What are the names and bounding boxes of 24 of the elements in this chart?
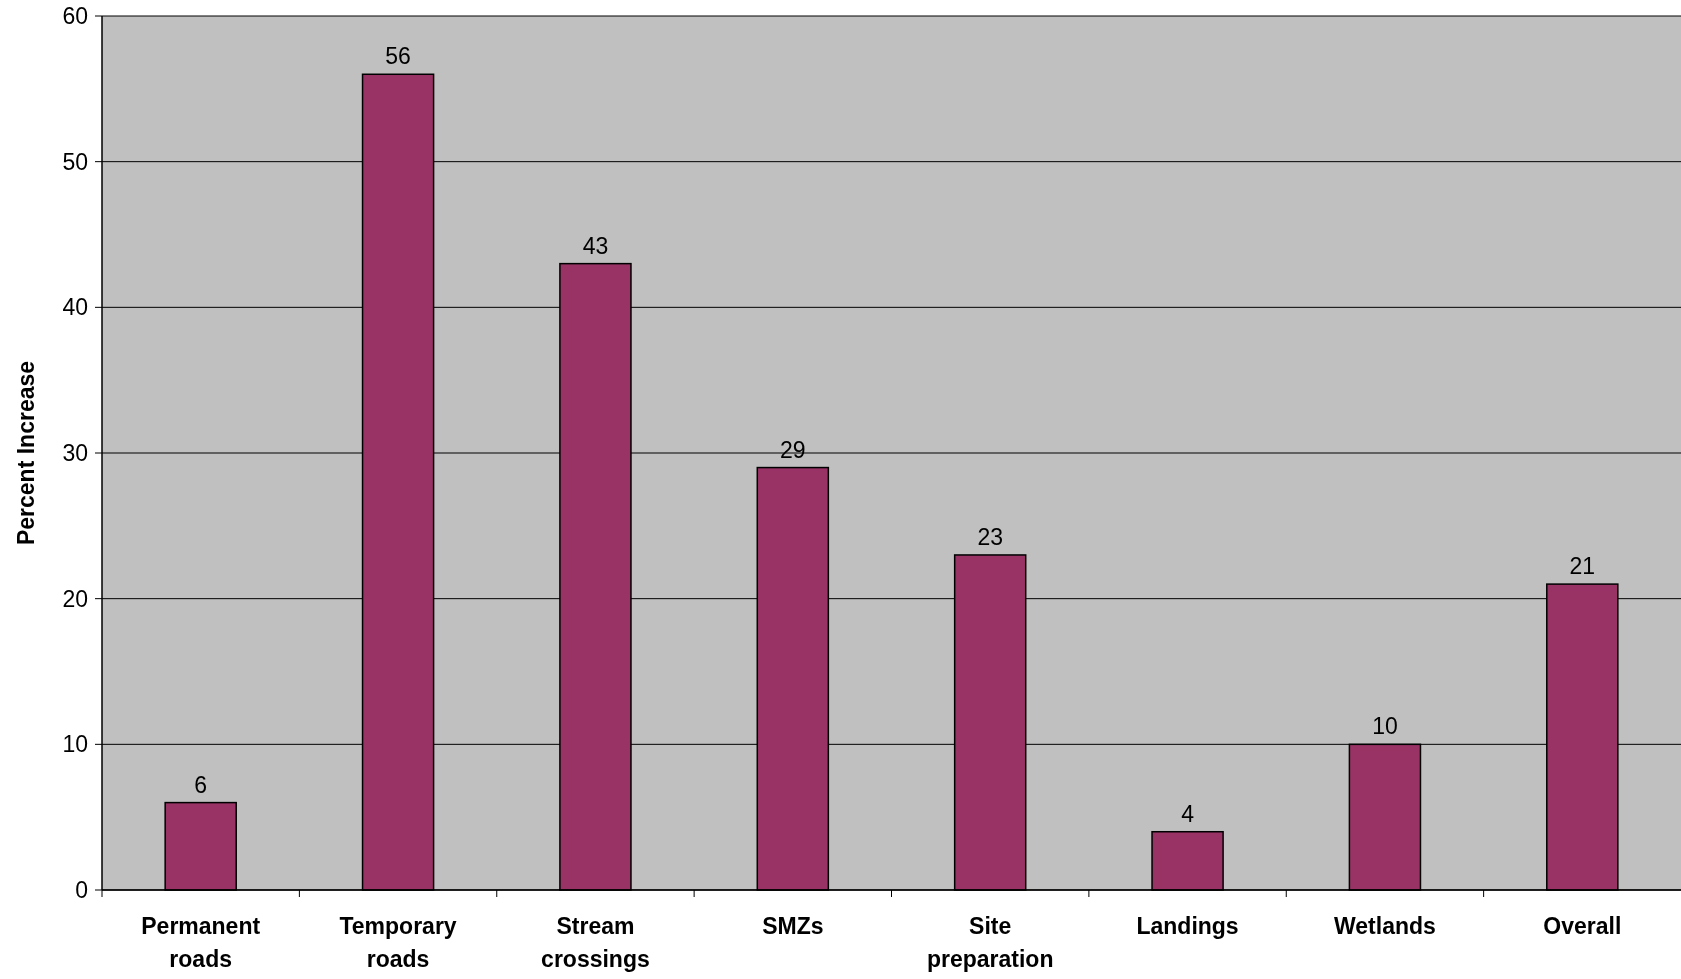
x-tick-label: Temporary roads <box>339 913 457 972</box>
y-tick-label: 30 <box>62 440 88 467</box>
x-tick-label: Wetlands <box>1334 913 1436 939</box>
data-label: 23 <box>977 523 1003 550</box>
y-axis-title: Percent Increase <box>13 360 39 546</box>
data-label: 29 <box>780 436 806 463</box>
x-tick-label: Permanent roads <box>141 913 261 972</box>
data-label: 10 <box>1372 713 1398 740</box>
y-tick-label: 40 <box>62 294 88 321</box>
y-tick-label: 50 <box>62 148 88 175</box>
data-label: 6 <box>194 771 208 798</box>
data-label: 21 <box>1569 553 1596 580</box>
x-tick-label: Stream crossings <box>541 913 650 972</box>
data-label: 43 <box>582 232 609 259</box>
x-tick-label: SMZs <box>762 913 824 939</box>
x-tick-label: Landings <box>1136 913 1239 939</box>
x-tick-label: Site preparation <box>926 913 1054 972</box>
x-tick-label: Overall <box>1543 913 1622 939</box>
y-tick-label: 20 <box>62 585 88 612</box>
y-tick-label: 0 <box>75 877 88 904</box>
data-label: 56 <box>385 43 411 70</box>
y-tick-label: 10 <box>62 731 88 758</box>
y-tick-label: 60 <box>62 3 88 30</box>
data-label: 4 <box>1181 800 1195 827</box>
